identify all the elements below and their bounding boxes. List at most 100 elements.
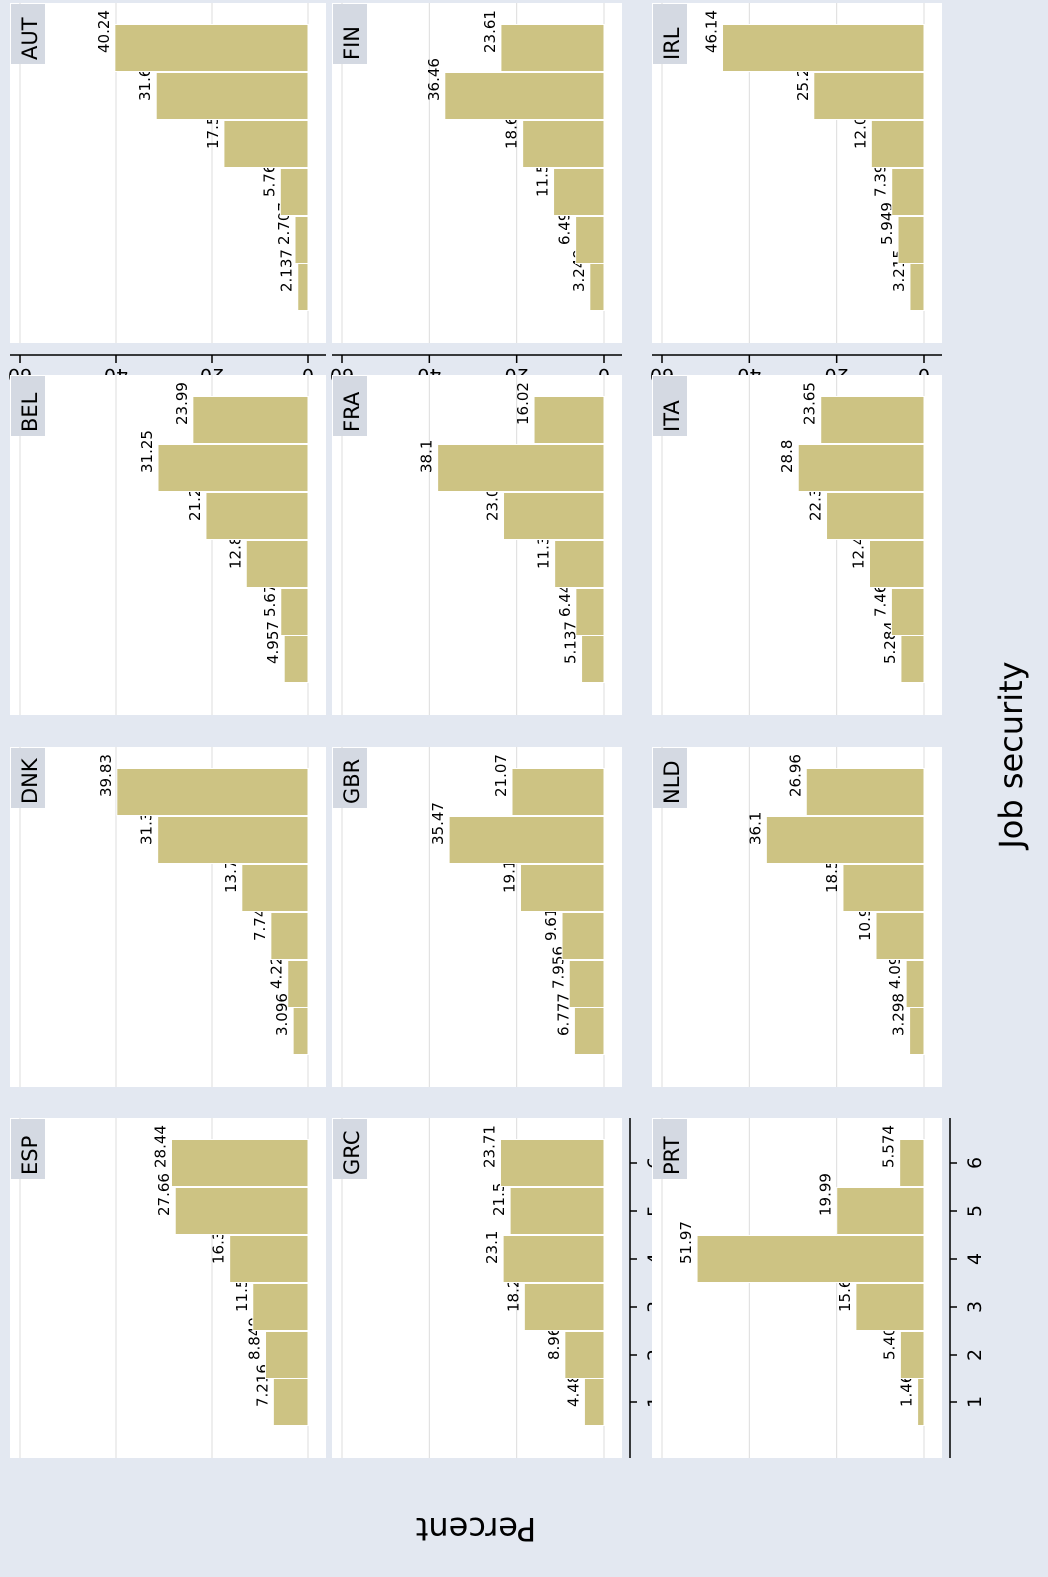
- bar-value-label: 11.3: [535, 536, 553, 569]
- bar: [870, 120, 925, 168]
- bar: [444, 72, 605, 120]
- bar: [157, 444, 309, 492]
- bar-value-label: 5.574: [880, 1125, 898, 1168]
- bar-value-label: 38.1: [418, 440, 436, 473]
- bar: [533, 396, 605, 444]
- category-tick-label: 1: [964, 1396, 986, 1408]
- panel-title: AUT: [18, 17, 42, 60]
- panel-strip: [333, 1119, 367, 1179]
- x-axis-title: Job security: [992, 661, 1030, 850]
- bar: [564, 1331, 605, 1379]
- y-axis-title: Percent: [416, 1510, 536, 1548]
- bar: [270, 912, 309, 960]
- panel-strip: [653, 1119, 687, 1179]
- bar-value-label: 4.09: [886, 956, 904, 989]
- panel-strip: [333, 4, 367, 64]
- bar: [155, 72, 309, 120]
- bar: [500, 24, 605, 72]
- bar: [502, 1235, 605, 1283]
- panel-strip: [653, 376, 687, 436]
- bar-value-label: 36.1: [746, 812, 764, 845]
- bar: [826, 492, 925, 540]
- bar: [520, 864, 605, 912]
- panel-title: ESP: [18, 1136, 42, 1175]
- bar: [292, 1007, 309, 1055]
- bar: [509, 1187, 605, 1235]
- bar: [157, 816, 309, 864]
- bar: [899, 1139, 925, 1187]
- bar-value-label: 35.47: [429, 802, 447, 845]
- bar-value-label: 2.137: [278, 249, 296, 292]
- bar-value-label: 16.02: [514, 382, 532, 425]
- panel-title: NLD: [660, 760, 684, 804]
- bar: [897, 216, 925, 264]
- bar-value-label: 36.46: [425, 58, 443, 101]
- bar-value-label: 28.8: [778, 440, 796, 473]
- bar: [573, 1007, 605, 1055]
- bar: [568, 960, 605, 1008]
- bar-value-label: 23.71: [480, 1125, 498, 1168]
- panel-strip: [333, 748, 367, 808]
- bar: [575, 588, 605, 636]
- panel-title: FIN: [340, 26, 364, 60]
- bar: [114, 24, 309, 72]
- bar: [245, 540, 309, 588]
- bar: [287, 960, 309, 1008]
- panel-title: DNK: [18, 757, 42, 804]
- bar: [805, 768, 925, 816]
- bar: [503, 492, 605, 540]
- bar: [297, 263, 309, 311]
- bar-value-label: 23.65: [801, 382, 819, 425]
- bar-value-label: 23.61: [481, 10, 499, 53]
- bar: [283, 635, 309, 683]
- bar-value-label: 46.14: [703, 10, 721, 53]
- bar: [294, 216, 309, 264]
- bar: [437, 444, 605, 492]
- bar-value-label: 23.1: [483, 1231, 501, 1264]
- bar: [553, 168, 605, 216]
- bar: [511, 768, 605, 816]
- bar-value-label: 6.777: [554, 993, 572, 1036]
- panel-strip: [11, 376, 45, 436]
- bar-value-label: 19.99: [817, 1173, 835, 1216]
- bar: [891, 168, 925, 216]
- panel-strip: [333, 376, 367, 436]
- bar: [909, 263, 925, 311]
- panel-title: PRT: [660, 1136, 684, 1175]
- category-tick-label: 5: [964, 1205, 986, 1217]
- bar: [252, 1283, 309, 1331]
- panel-strip: [11, 748, 45, 808]
- panel-strip: [653, 4, 687, 64]
- bar: [589, 263, 605, 311]
- panel-strip: [653, 748, 687, 808]
- bar: [523, 1283, 605, 1331]
- category-tick-label: 2: [964, 1349, 986, 1361]
- bar: [241, 864, 309, 912]
- bar: [205, 492, 309, 540]
- bar: [836, 1187, 925, 1235]
- bar-value-label: 21.07: [492, 754, 510, 797]
- panel-title: ITA: [660, 400, 684, 432]
- panel-title: IRL: [660, 27, 684, 60]
- bar: [174, 1187, 309, 1235]
- bar-value-label: 5.137: [562, 621, 580, 664]
- category-tick-label: 4: [964, 1253, 986, 1265]
- bar-value-label: 15.6: [836, 1279, 854, 1312]
- panel-title: BEL: [18, 392, 42, 432]
- bar: [909, 1007, 925, 1055]
- bar: [554, 540, 605, 588]
- bar: [905, 960, 925, 1008]
- bar: [229, 1235, 309, 1283]
- bar: [899, 1331, 925, 1379]
- bar: [192, 396, 309, 444]
